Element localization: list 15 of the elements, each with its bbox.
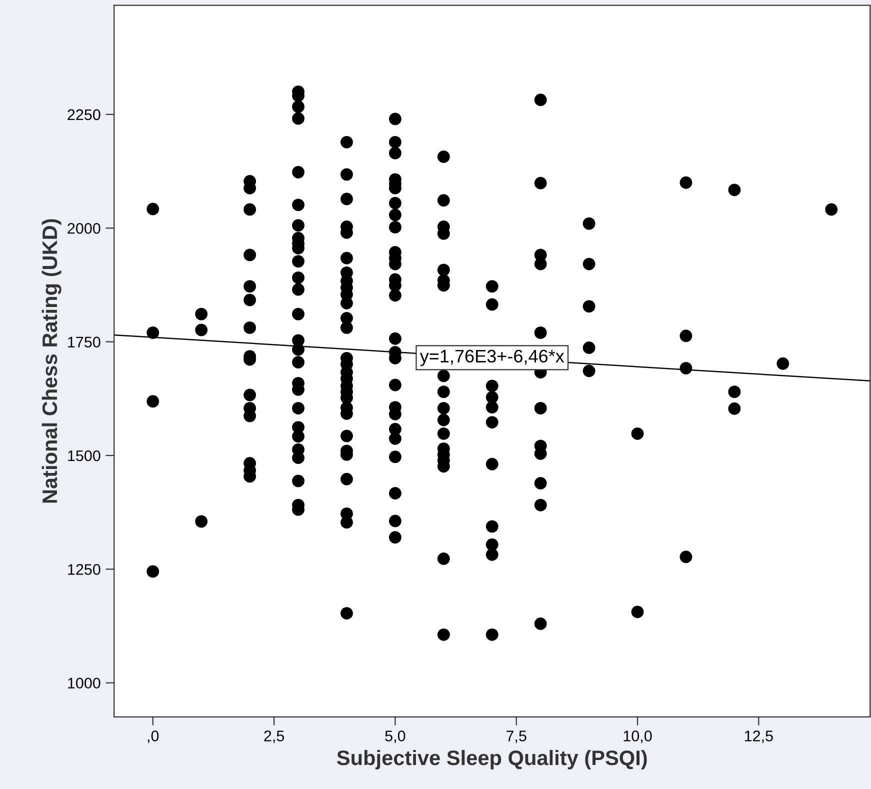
y-tick-label: 2000 (68, 222, 100, 234)
y-tick-label: 2250 (68, 109, 100, 120)
x-axis-title: Subjective Sleep Quality (PSQI) (337, 750, 647, 770)
x-tick-label: 2,5 (264, 730, 284, 744)
x-tick-label: 12,5 (744, 730, 773, 744)
y-tick-label: 1000 (68, 678, 100, 689)
x-tick-label: 7,5 (506, 730, 526, 744)
y-tick-label: 1750 (68, 336, 100, 348)
annotation: y=1,76E3+-6,46*x (420, 350, 564, 366)
y-tick-label: 1500 (68, 450, 100, 462)
x-tick-label: 5,0 (385, 730, 406, 744)
y-tick-label: 1250 (68, 564, 100, 575)
x-tick-label: 10,0 (624, 730, 652, 744)
x-tick-label: ,0 (148, 730, 159, 744)
y-axis-title: National Chess Rating (UKD) (42, 219, 62, 503)
